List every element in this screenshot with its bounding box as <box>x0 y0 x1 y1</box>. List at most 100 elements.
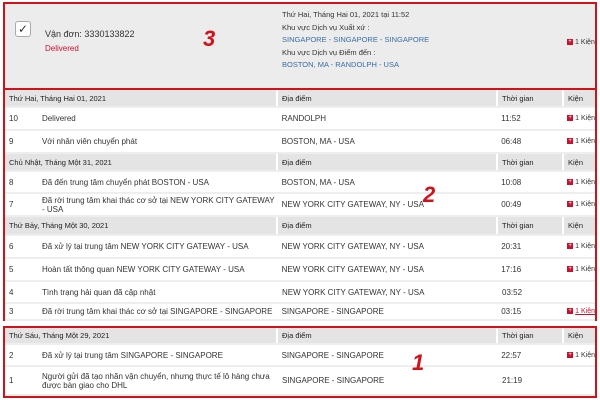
plus-icon: + <box>567 308 574 315</box>
event-number: 7 <box>5 194 38 215</box>
waybill-number: Vận đơn: 3330133822 <box>45 29 135 39</box>
pieces-label: 1 Kiện <box>575 351 595 359</box>
table-row: 5 Hoàn tất thông quan NEW YORK CITY GATEW… <box>5 259 595 282</box>
event-description: Đã rời trung tâm khai thác cơ sở tại SIN… <box>38 304 278 319</box>
pieces-cell: +1 Kiện <box>563 345 595 365</box>
table-row: 3 Đã rời trung tâm khai thác cơ sở tại SI… <box>5 304 595 321</box>
pieces-toggle[interactable]: +1 Kiện <box>567 39 595 46</box>
column-location: Địa điểm <box>278 328 498 343</box>
column-time: Thời gian <box>498 328 564 343</box>
event-time: 21:19 <box>498 367 564 394</box>
table-row: 2 Đã xử lý tại trung tâm SINGAPORE - SING… <box>5 345 595 367</box>
event-location: NEW YORK CITY GATEWAY, NY - USA <box>278 259 498 280</box>
pieces-cell: +1 Kiện <box>563 172 595 192</box>
column-pieces: Kiện <box>568 331 584 340</box>
pieces-label: 1 Kiện <box>575 243 595 250</box>
annotation-3: 3 <box>203 26 216 51</box>
pieces-toggle[interactable]: +1 Kiện <box>567 138 595 145</box>
event-description: Đã xử lý tại trung tâm NEW YORK CITY GAT… <box>38 236 278 257</box>
pieces-cell: +1 Kiện <box>563 194 595 215</box>
pieces-cell: +1 Kiện <box>563 131 595 152</box>
pieces-cell: +1 Kiện <box>563 259 595 280</box>
date-label: Thứ Hai, Tháng Hai 01, 2021 <box>5 90 278 106</box>
event-location: SINGAPORE - SINGAPORE <box>278 304 498 319</box>
pieces-toggle[interactable]: +1 Kiện <box>567 243 595 250</box>
pieces-toggle[interactable]: +1 Kiện <box>567 115 595 122</box>
event-location: NEW YORK CITY GATEWAY, NY - USA <box>278 236 498 257</box>
column-pieces: Kiện <box>568 93 584 103</box>
pieces-label: 1 Kiện <box>575 266 595 273</box>
pieces-toggle[interactable]: +1 Kiện <box>567 308 595 315</box>
table-row: 7 Đã rời trung tâm khai thác cơ sở tại NE… <box>5 194 595 217</box>
event-number: 5 <box>5 259 38 280</box>
event-number: 1 <box>5 367 38 394</box>
pieces-label: 1 Kiện <box>575 115 595 122</box>
shipment-info: Thứ Hai, Tháng Hai 01, 2021 tại 11:52 Kh… <box>282 9 429 72</box>
table-row: 9 Với nhân viên chuyển phát BOSTON, MA - U… <box>5 131 595 154</box>
date-label: Thứ Sáu, Tháng Một 29, 2021 <box>5 328 278 343</box>
event-description: Với nhân viên chuyển phát <box>38 131 278 152</box>
pieces-label: 1 Kiện <box>575 308 595 315</box>
event-time: 06:48 <box>497 131 564 152</box>
pieces-toggle[interactable]: +1 Kiện <box>567 179 595 186</box>
plus-icon: + <box>567 115 574 122</box>
pieces-label: 1 Kiện <box>575 138 595 145</box>
pieces-label: 1 Kiện <box>575 39 595 46</box>
pieces-toggle[interactable]: +1 Kiện <box>567 352 595 359</box>
destination-label: Khu vực Dịch vụ Điểm đến : <box>282 47 376 57</box>
event-location: SINGAPORE - SINGAPORE <box>278 345 498 365</box>
event-number: 9 <box>5 131 38 152</box>
select-checkbox[interactable]: ✓ <box>15 21 31 37</box>
plus-icon: + <box>567 266 574 273</box>
date-header: Thứ Bảy, Tháng Một 30, 2021 Địa điểm Thời … <box>5 217 595 236</box>
date-label: Thứ Bảy, Tháng Một 30, 2021 <box>5 217 278 234</box>
table-row: 8 Đã đến trung tâm chuyển phát BOSTON - U… <box>5 172 595 194</box>
table-row: 1 Người gửi đã tạo nhãn vận chuyển, nhưng… <box>5 367 595 396</box>
pieces-toggle[interactable]: +1 Kiện <box>567 266 595 273</box>
status-badge: Delivered <box>45 44 79 53</box>
event-time: 03:52 <box>498 282 564 302</box>
table-row: 4 Tình trạng hải quan đã cập nhật NEW YORK… <box>5 282 595 304</box>
event-description: Người gửi đã tạo nhãn vận chuyển, nhưng … <box>38 367 278 394</box>
event-description: Đã rời trung tâm khai thác cơ sở tại NEW… <box>38 194 278 215</box>
plus-icon: + <box>567 178 574 185</box>
pieces-cell: +1 Kiện <box>563 236 595 257</box>
annotation-1: 1 <box>412 350 425 375</box>
shipment-summary: ✓ Vận đơn: 3330133822 Delivered 3 Thứ Ha… <box>3 2 597 90</box>
event-description: Delivered <box>38 108 278 129</box>
date-header: Chủ Nhật, Tháng Một 31, 2021 Địa điểm Thời… <box>5 154 595 172</box>
annotation-2: 2 <box>423 182 436 207</box>
delivery-datetime: Thứ Hai, Tháng Hai 01, 2021 tại 11:52 <box>282 10 410 19</box>
event-time: 22:57 <box>497 345 564 365</box>
event-number: 8 <box>5 172 38 192</box>
pieces-cell <box>564 367 595 394</box>
origin-label: Khu vực Dịch vụ Xuất xứ : <box>282 22 370 32</box>
plus-icon: + <box>567 39 573 46</box>
event-description: Đã xử lý tại trung tâm SINGAPORE - SINGA… <box>38 345 278 365</box>
plus-icon: + <box>567 201 574 208</box>
event-description: Hoàn tất thông quan NEW YORK CITY GATEWA… <box>38 259 278 280</box>
date-header: Thứ Hai, Tháng Hai 01, 2021 Địa điểm Thời … <box>5 90 595 108</box>
plus-icon: + <box>567 351 574 358</box>
pieces-cell: +1 Kiện <box>563 304 595 319</box>
event-location: RANDOLPH <box>278 108 498 129</box>
event-time: 20:31 <box>497 236 564 257</box>
event-number: 2 <box>5 345 38 365</box>
event-time: 11:52 <box>497 108 564 129</box>
plus-icon: + <box>567 138 574 145</box>
pieces-label: 1 Kiện <box>575 178 595 186</box>
pieces-cell <box>564 282 595 302</box>
event-time: 03:15 <box>497 304 564 319</box>
event-location: BOSTON, MA - USA <box>278 131 498 152</box>
column-location: Địa điểm <box>278 90 498 106</box>
event-location: BOSTON, MA - USA <box>278 172 498 192</box>
event-number: 3 <box>5 304 38 319</box>
plus-icon: + <box>567 243 574 250</box>
tracking-events-first: Thứ Sáu, Tháng Một 29, 2021 Địa điểm Thời … <box>3 326 597 398</box>
event-time: 17:16 <box>497 259 564 280</box>
pieces-toggle[interactable]: +1 Kiện <box>567 201 595 208</box>
column-time: Thời gian <box>498 217 564 234</box>
tracking-events-recent: Thứ Hai, Tháng Hai 01, 2021 Địa điểm Thời … <box>3 88 597 321</box>
table-row: 6 Đã xử lý tại trung tâm NEW YORK CITY GA… <box>5 236 595 259</box>
date-header: Thứ Sáu, Tháng Một 29, 2021 Địa điểm Thời … <box>5 328 595 345</box>
